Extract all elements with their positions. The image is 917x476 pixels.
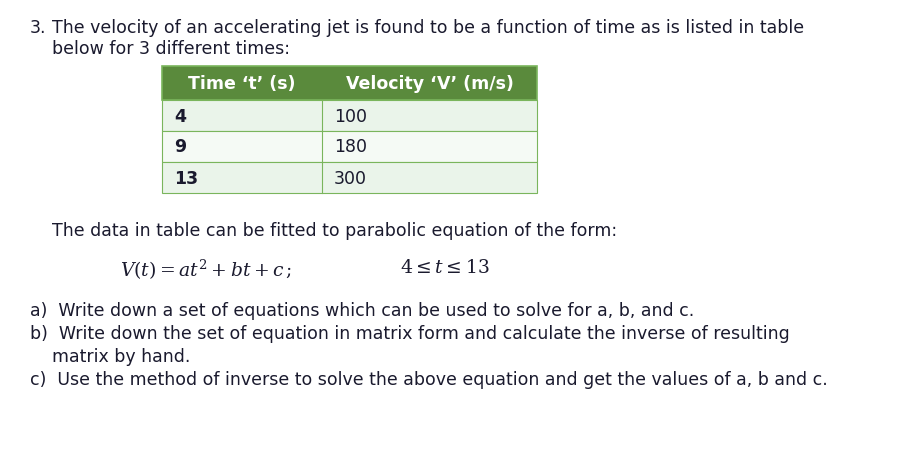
Text: The data in table can be fitted to parabolic equation of the form:: The data in table can be fitted to parab… [52,221,617,239]
Text: 3.: 3. [30,19,47,37]
Bar [162,101,537,132]
Bar [162,132,537,163]
Text: 4: 4 [174,107,186,125]
Text: below for 3 different times:: below for 3 different times: [52,40,290,58]
Text: a)  Write down a set of equations which can be used to solve for a, b, and c.: a) Write down a set of equations which c… [30,301,694,319]
Text: 13: 13 [174,169,198,187]
Text: The velocity of an accelerating jet is found to be a function of time as is list: The velocity of an accelerating jet is f… [52,19,804,37]
Text: 9: 9 [174,138,186,156]
Text: Velocity ‘V’ (m/s): Velocity ‘V’ (m/s) [346,75,514,93]
Text: c)  Use the method of inverse to solve the above equation and get the values of : c) Use the method of inverse to solve th… [30,370,828,388]
Bar [162,163,537,194]
Text: matrix by hand.: matrix by hand. [52,347,191,365]
Text: Time ‘t’ (s): Time ‘t’ (s) [188,75,296,93]
Text: 300: 300 [334,169,367,187]
Text: 100: 100 [334,107,367,125]
Text: $4 \leq t \leq 13$: $4 \leq t \leq 13$ [400,258,490,277]
Text: b)  Write down the set of equation in matrix form and calculate the inverse of r: b) Write down the set of equation in mat… [30,324,790,342]
Text: 180: 180 [334,138,367,156]
Bar [162,67,537,101]
Text: $V(t) = at^2 + bt + c\,;$: $V(t) = at^2 + bt + c\,;$ [120,258,293,281]
